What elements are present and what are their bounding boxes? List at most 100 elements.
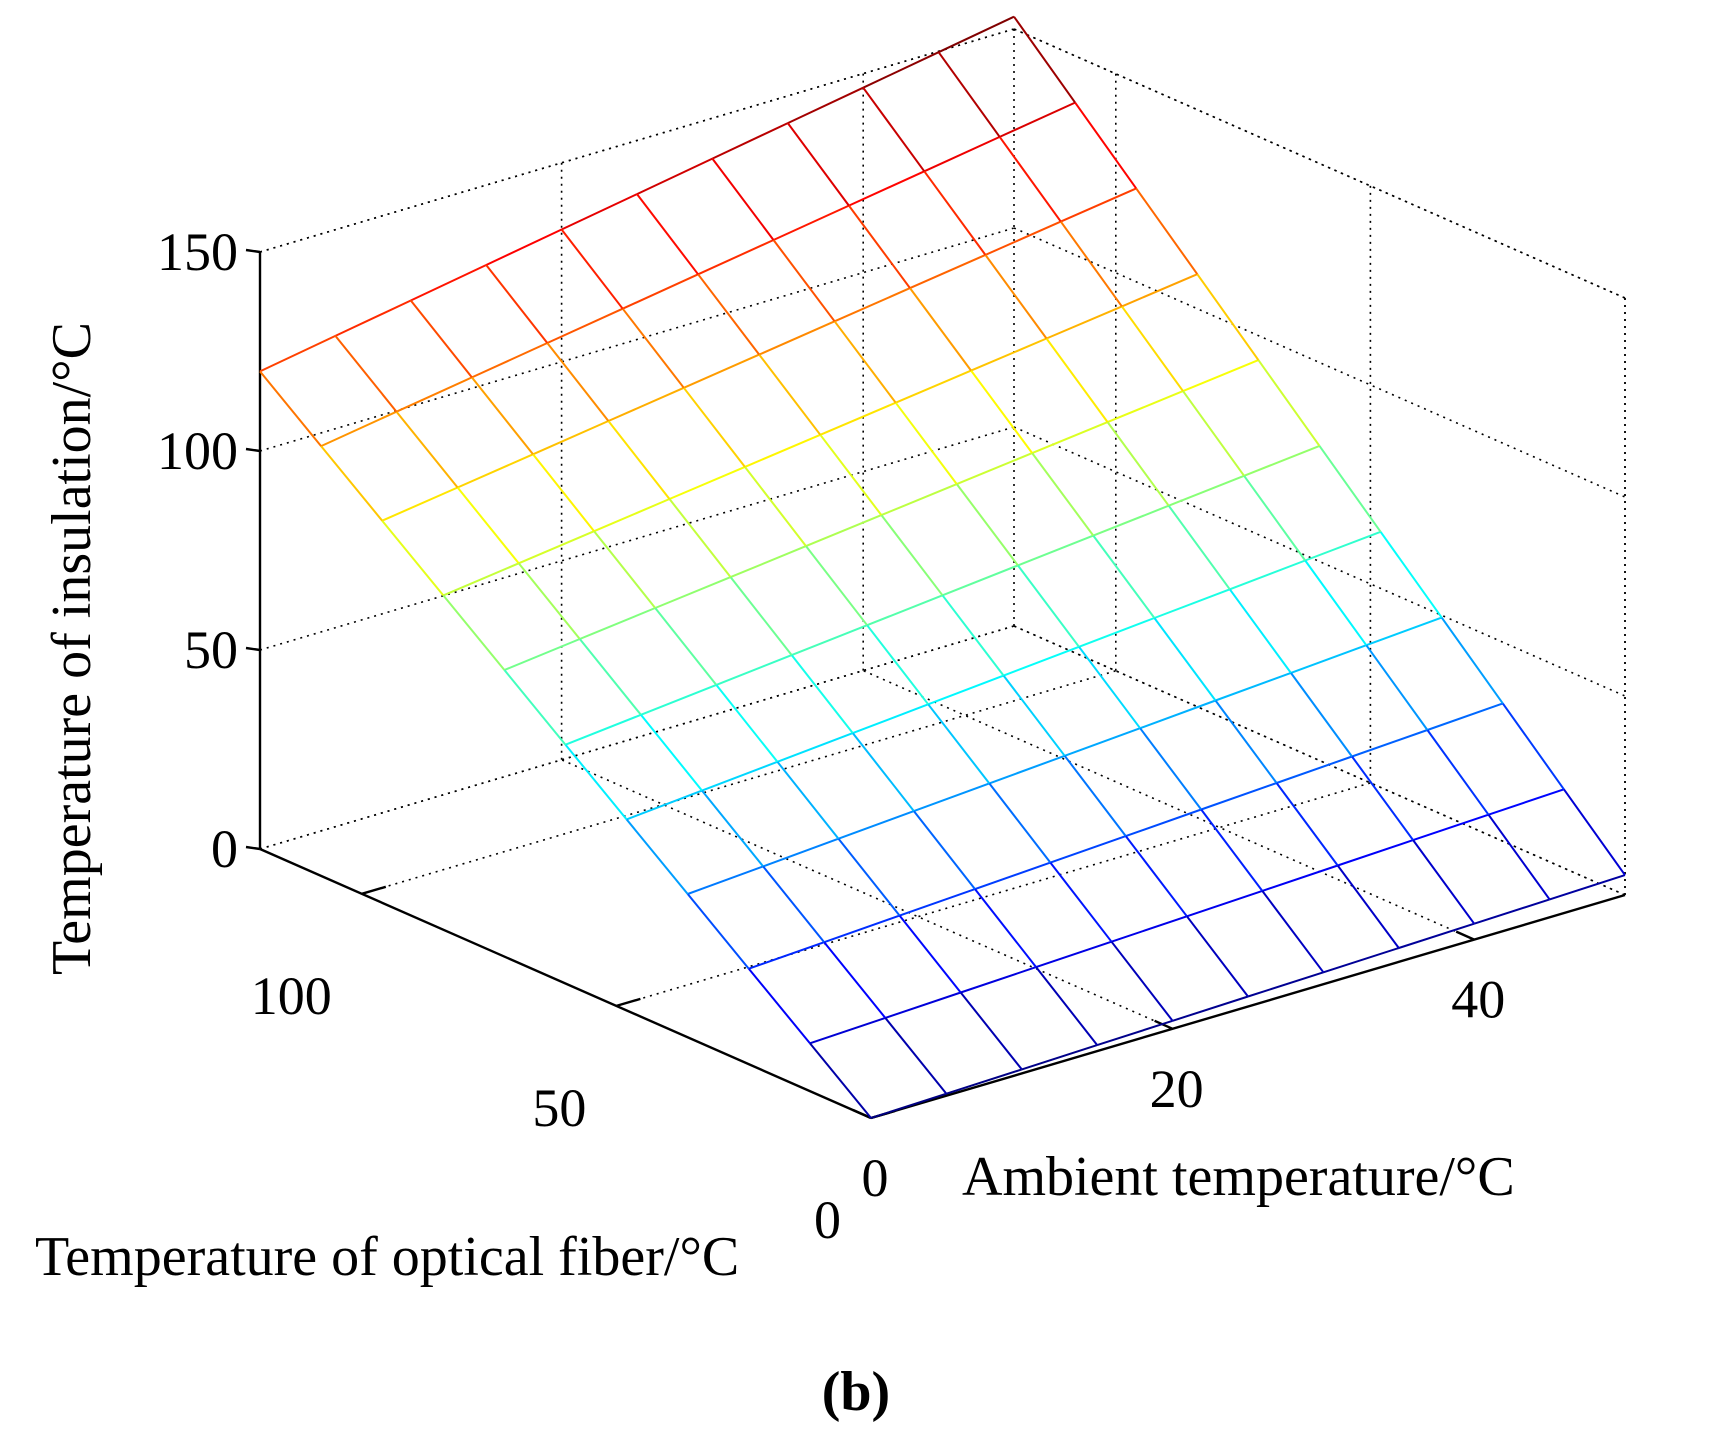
surface-mesh-line <box>984 254 1048 340</box>
surface-mesh-line <box>773 204 850 241</box>
surface-mesh-line <box>504 638 581 671</box>
surface-mesh-line <box>870 1092 947 1119</box>
surface-mesh-line <box>758 353 822 436</box>
surface-mesh-line <box>259 334 336 373</box>
surface-mesh-line <box>1440 617 1504 704</box>
surface-mesh-line <box>622 273 699 310</box>
surface-mesh-line <box>898 914 962 994</box>
surface-mesh-line <box>626 789 703 821</box>
surface-mesh <box>259 15 1626 1119</box>
surface-mesh-line <box>1304 530 1381 562</box>
surface-mesh-line <box>636 193 699 275</box>
surface-mesh-line <box>1167 505 1231 590</box>
surface-mesh-line <box>457 453 534 489</box>
surface-mesh-line <box>485 228 563 266</box>
surface-mesh-line <box>823 914 900 944</box>
surface-mesh-line <box>471 342 548 379</box>
surface-mesh-line <box>1003 645 1080 677</box>
surface-mesh-line <box>1215 671 1292 702</box>
surface-mesh-line <box>1035 940 1112 969</box>
surface-mesh-line <box>1017 534 1094 567</box>
z-tick-mark <box>245 447 261 453</box>
surface-mesh-line <box>790 654 854 734</box>
surface-mesh-line <box>1092 535 1156 619</box>
x-tick-label: 40 <box>1451 970 1505 1030</box>
surface-mesh-line <box>1276 755 1353 784</box>
surface-mesh-line <box>410 299 473 379</box>
surface-mesh-line <box>1182 359 1259 393</box>
surface-mesh-line <box>697 239 774 276</box>
surface-mesh-line <box>517 562 581 640</box>
surface-mesh-line <box>1139 727 1202 811</box>
surface-mesh-line <box>1412 839 1476 925</box>
surface-mesh-line <box>593 498 670 533</box>
surface-mesh-line <box>1172 995 1249 1022</box>
x-axis-line <box>870 893 1626 1120</box>
surface-mesh-line <box>1186 889 1263 918</box>
y-grid-line <box>361 670 1117 895</box>
surface-mesh-line <box>777 732 854 763</box>
surface-mesh-line <box>1045 337 1109 423</box>
surface-mesh-line <box>1074 102 1138 189</box>
surface-mesh-line <box>669 465 746 500</box>
surface-mesh-line <box>946 1068 1023 1095</box>
surface-mesh-line <box>1563 788 1626 876</box>
surface-mesh-line <box>937 51 1001 138</box>
surface-mesh-line <box>1304 559 1368 646</box>
surface-mesh-line <box>1139 699 1216 730</box>
surface-mesh-line <box>956 483 1019 567</box>
surface-mesh-line <box>1013 16 1076 104</box>
surface-mesh-line <box>1247 971 1324 998</box>
x-grid-line <box>862 669 1475 941</box>
surface-mesh-line <box>1290 644 1367 674</box>
surface-mesh-line <box>320 410 397 448</box>
surface-mesh-line <box>593 530 656 609</box>
surface-mesh-line <box>410 264 487 302</box>
surface-mesh-line <box>729 576 793 656</box>
surface-mesh-line <box>1110 941 1174 1022</box>
surface-mesh-line <box>1035 966 1098 1046</box>
surface-mesh-line <box>1243 475 1307 562</box>
surface-mesh-line <box>381 520 445 597</box>
surface-mesh-line <box>748 968 811 1044</box>
surface-mesh-line <box>941 594 1005 677</box>
surface-mesh-line <box>974 888 1037 968</box>
surface-mesh-line <box>334 299 412 337</box>
surface-mesh-line <box>1200 808 1264 892</box>
surface-mesh-line <box>654 607 718 686</box>
surface-mesh-line <box>899 888 976 917</box>
surface-mesh-line <box>923 170 987 256</box>
surface-mesh-line <box>852 732 915 812</box>
x-grid-line <box>561 759 1173 1030</box>
surface-mesh-line <box>320 445 383 522</box>
surface-mesh-line <box>959 991 1023 1071</box>
surface-mesh-line <box>1323 947 1400 974</box>
y-grid-line <box>616 782 1371 1007</box>
z-grid-line <box>259 426 1015 651</box>
surface-mesh-line <box>1046 305 1123 340</box>
surface-mesh-line <box>561 193 638 231</box>
surface-mesh-line <box>866 594 943 627</box>
surface-mesh-line <box>1135 187 1199 275</box>
surface-mesh-line <box>640 683 717 716</box>
surface-mesh-line <box>1261 864 1339 892</box>
surface-mesh-line <box>654 576 731 609</box>
surface-mesh-line <box>970 370 1034 454</box>
surface-mesh-line <box>607 420 671 500</box>
surface-mesh-line <box>1336 864 1400 949</box>
y-tick-label: 50 <box>532 1078 586 1138</box>
surface-mesh-line <box>687 865 764 895</box>
z-grid-line <box>1013 227 1626 498</box>
surface-mesh-line <box>1290 672 1353 758</box>
surface-mesh-line <box>711 157 775 241</box>
surface-mesh-line <box>838 810 915 840</box>
surface-mesh-line <box>1351 755 1414 841</box>
surface-mesh-line <box>970 337 1047 372</box>
surface-mesh-line <box>1017 564 1080 648</box>
surface-mesh-line <box>974 861 1051 891</box>
surface-mesh-line <box>1078 646 1141 729</box>
y-tick-label: 0 <box>814 1190 841 1250</box>
surface-mesh-line <box>1064 727 1141 757</box>
surface-mesh-line <box>942 564 1019 597</box>
surface-mesh-line <box>711 122 789 160</box>
